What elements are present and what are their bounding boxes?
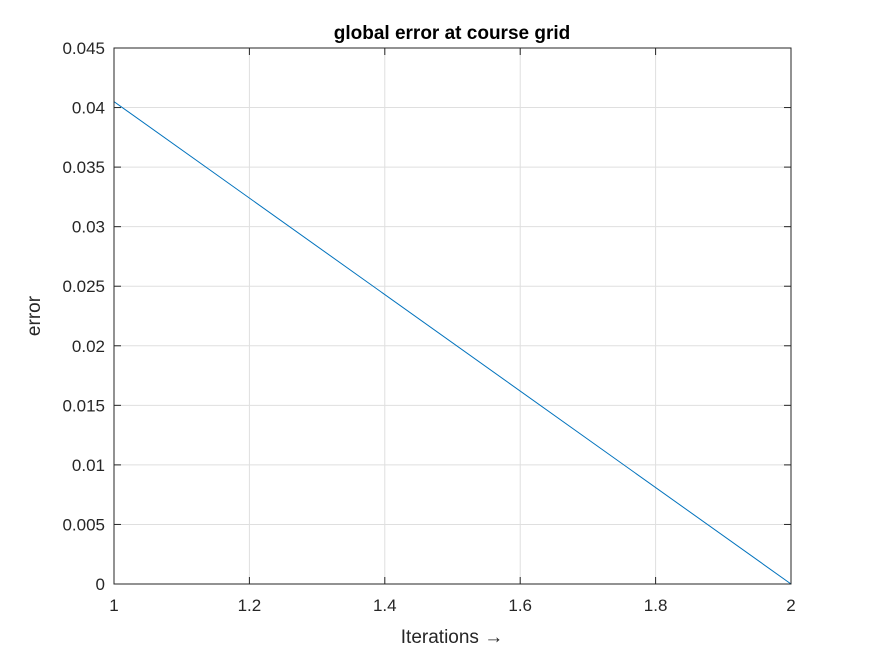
y-axis-label: error — [24, 295, 45, 336]
y-tick-labels: 0 0.005 0.01 0.015 0.02 0.025 0.03 0.035 0.04 0.0… — [62, 39, 105, 594]
y-tick-label: 0.045 — [62, 39, 105, 58]
x-tick-label: 1.8 — [644, 596, 668, 615]
y-tick-label: 0.04 — [72, 99, 105, 118]
x-tick-label: 1.2 — [238, 596, 262, 615]
y-tick-label: 0 — [96, 575, 105, 594]
x-tick-label: 2 — [786, 596, 795, 615]
plot-area — [114, 48, 791, 584]
x-tick-label: 1.4 — [373, 596, 397, 615]
x-tick-labels: 1 1.2 1.4 1.6 1.8 2 — [109, 596, 795, 615]
series-layer — [113, 101, 792, 585]
x-tick-label: 1.6 — [508, 596, 532, 615]
series-line — [113, 101, 792, 585]
axes-box — [113, 47, 792, 585]
y-tick-label: 0.035 — [62, 158, 105, 177]
x-axis-label: Iterations → — [401, 627, 503, 648]
y-tick-label: 0.025 — [62, 277, 105, 296]
y-tick-label: 0.015 — [62, 396, 105, 415]
ticks — [113, 47, 792, 585]
y-tick-label: 0.03 — [72, 218, 105, 237]
y-tick-label: 0.02 — [72, 337, 105, 356]
y-tick-label: 0.01 — [72, 456, 105, 475]
y-tick-label: 0.005 — [62, 515, 105, 534]
x-tick-label: 1 — [109, 596, 118, 615]
chart-title: global error at course grid — [334, 23, 571, 44]
